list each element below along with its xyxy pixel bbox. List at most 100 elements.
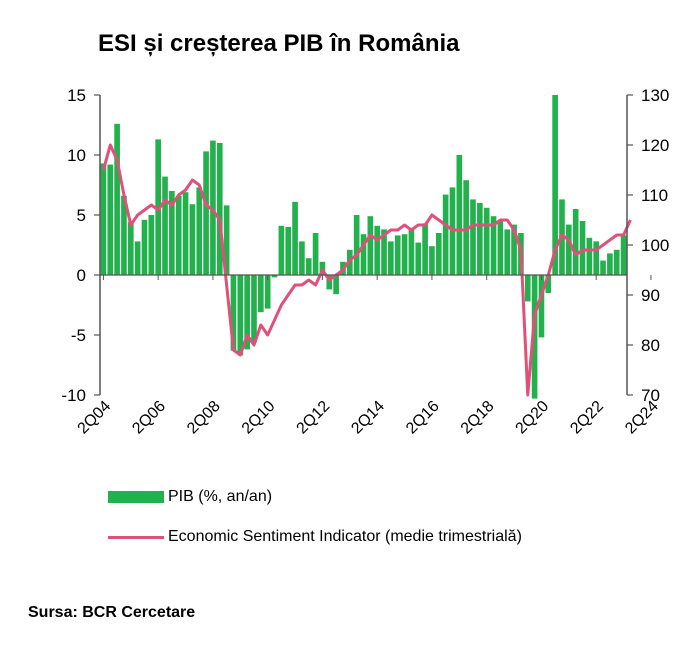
right-axis-tick-label: 110: [641, 186, 668, 205]
pib-bar: [121, 195, 127, 275]
pib-bar: [182, 192, 189, 275]
pib-bar: [600, 260, 606, 275]
pib-bar: [435, 233, 442, 275]
pib-bar: [305, 258, 312, 275]
pib-bar: [552, 95, 558, 275]
x-axis-tick-label: 2Q12: [294, 398, 334, 438]
left-axis-tick-label: -5: [71, 326, 86, 345]
pib-bar: [579, 221, 586, 275]
pib-bar: [100, 163, 107, 275]
pib-bar: [490, 216, 497, 275]
pib-bar: [155, 139, 161, 275]
pib-bar: [299, 241, 305, 275]
pib-bar: [264, 275, 271, 309]
pib-bar: [353, 215, 360, 275]
pib-bar: [538, 275, 545, 338]
pib-bar: [196, 187, 203, 275]
pib-bar: [162, 176, 168, 275]
pib-bar: [477, 203, 483, 275]
pib-bar: [524, 275, 531, 302]
pib-bar: [107, 164, 114, 275]
esi-line: [101, 143, 632, 397]
x-axis-tick-label: 2Q20: [513, 398, 553, 438]
pib-bar: [203, 151, 209, 275]
x-axis-tick-label: 2Q06: [129, 398, 169, 438]
right-axis-tick-label: 130: [641, 86, 669, 105]
pib-bar: [367, 216, 374, 275]
pib-bar: [278, 225, 285, 275]
x-axis-tick-label: 2Q22: [567, 398, 607, 438]
x-axis-tick-label: 2Q16: [403, 398, 443, 438]
pib-bar: [607, 253, 613, 275]
pib-bar: [271, 275, 278, 278]
pib-bar: [169, 191, 175, 275]
pib-bar: [326, 275, 333, 290]
left-axis-tick-label: 15: [67, 86, 86, 105]
chart-title: ESI și creșterea PIB în România: [98, 30, 460, 57]
pib-bar: [394, 235, 401, 275]
pib-bar: [504, 229, 511, 275]
pib-bar: [456, 155, 463, 275]
pib-bar: [285, 227, 292, 275]
pib-bar: [223, 205, 230, 275]
pib-bar: [244, 275, 250, 350]
left-axis-tick-label: -10: [61, 386, 86, 405]
pib-bar: [429, 246, 435, 275]
pib-bar: [148, 215, 155, 275]
pib-bar: [470, 199, 476, 275]
pib-bar: [210, 140, 216, 275]
left-axis-tick-label: 10: [67, 146, 86, 165]
legend-line-label: Economic Sentiment Indicator (medie trim…: [168, 528, 522, 545]
pib-bar: [531, 275, 538, 399]
pib-bar: [511, 224, 517, 275]
pib-bar: [620, 235, 627, 275]
pib-bar: [374, 225, 381, 275]
pib-bar: [230, 275, 237, 351]
legend-line-swatch: [108, 535, 164, 539]
pib-bar: [388, 241, 394, 275]
pib-bar: [141, 219, 148, 275]
pib-bar: [415, 242, 422, 275]
pib-bar: [189, 204, 196, 275]
source-note: Sursa: BCR Cercetare: [28, 604, 196, 621]
pib-bar: [572, 209, 579, 275]
pib-bar: [593, 241, 600, 275]
pib-bar: [613, 249, 620, 275]
pib-bar: [483, 207, 490, 275]
pib-bar: [545, 275, 552, 293]
pib-bar: [319, 261, 326, 275]
pib-bar: [408, 229, 415, 275]
pib-bar: [127, 222, 134, 275]
legend-bar-swatch: [108, 491, 164, 503]
pib-bar: [175, 195, 182, 275]
right-axis-tick-label: 80: [641, 336, 660, 355]
pib-bar: [463, 180, 469, 275]
pib-bar: [566, 224, 572, 275]
legend-bar-entry: PIB (%, an/an): [108, 488, 272, 506]
right-axis-tick-label: 100: [641, 236, 669, 255]
pib-bar: [251, 275, 257, 343]
pib-bar: [381, 229, 387, 275]
legend-line-entry: Economic Sentiment Indicator (medie trim…: [108, 528, 522, 546]
pib-bar: [292, 201, 298, 275]
x-axis-tick-label: 2Q10: [239, 398, 279, 438]
pib-bar: [237, 275, 244, 356]
pib-bar: [360, 234, 367, 275]
x-axis-tick-label: 2Q18: [458, 398, 498, 438]
pib-bar: [114, 123, 120, 275]
pib-bar: [586, 237, 593, 275]
left-axis-tick-label: 0: [77, 266, 86, 285]
right-axis-tick-label: 90: [641, 286, 660, 305]
right-axis-tick-label: 120: [641, 136, 669, 155]
x-axis-tick-label: 2Q14: [348, 398, 388, 438]
left-axis-tick-label: 5: [77, 206, 86, 225]
pib-bar: [401, 234, 408, 275]
pib-bar: [258, 275, 264, 313]
pib-bar: [497, 221, 504, 275]
legend-bar-label: PIB (%, an/an): [168, 488, 273, 505]
right-axis-tick-label: 70: [641, 386, 660, 405]
pib-bar: [333, 275, 339, 295]
pib-bar: [442, 194, 449, 275]
pib-bar: [216, 143, 223, 275]
